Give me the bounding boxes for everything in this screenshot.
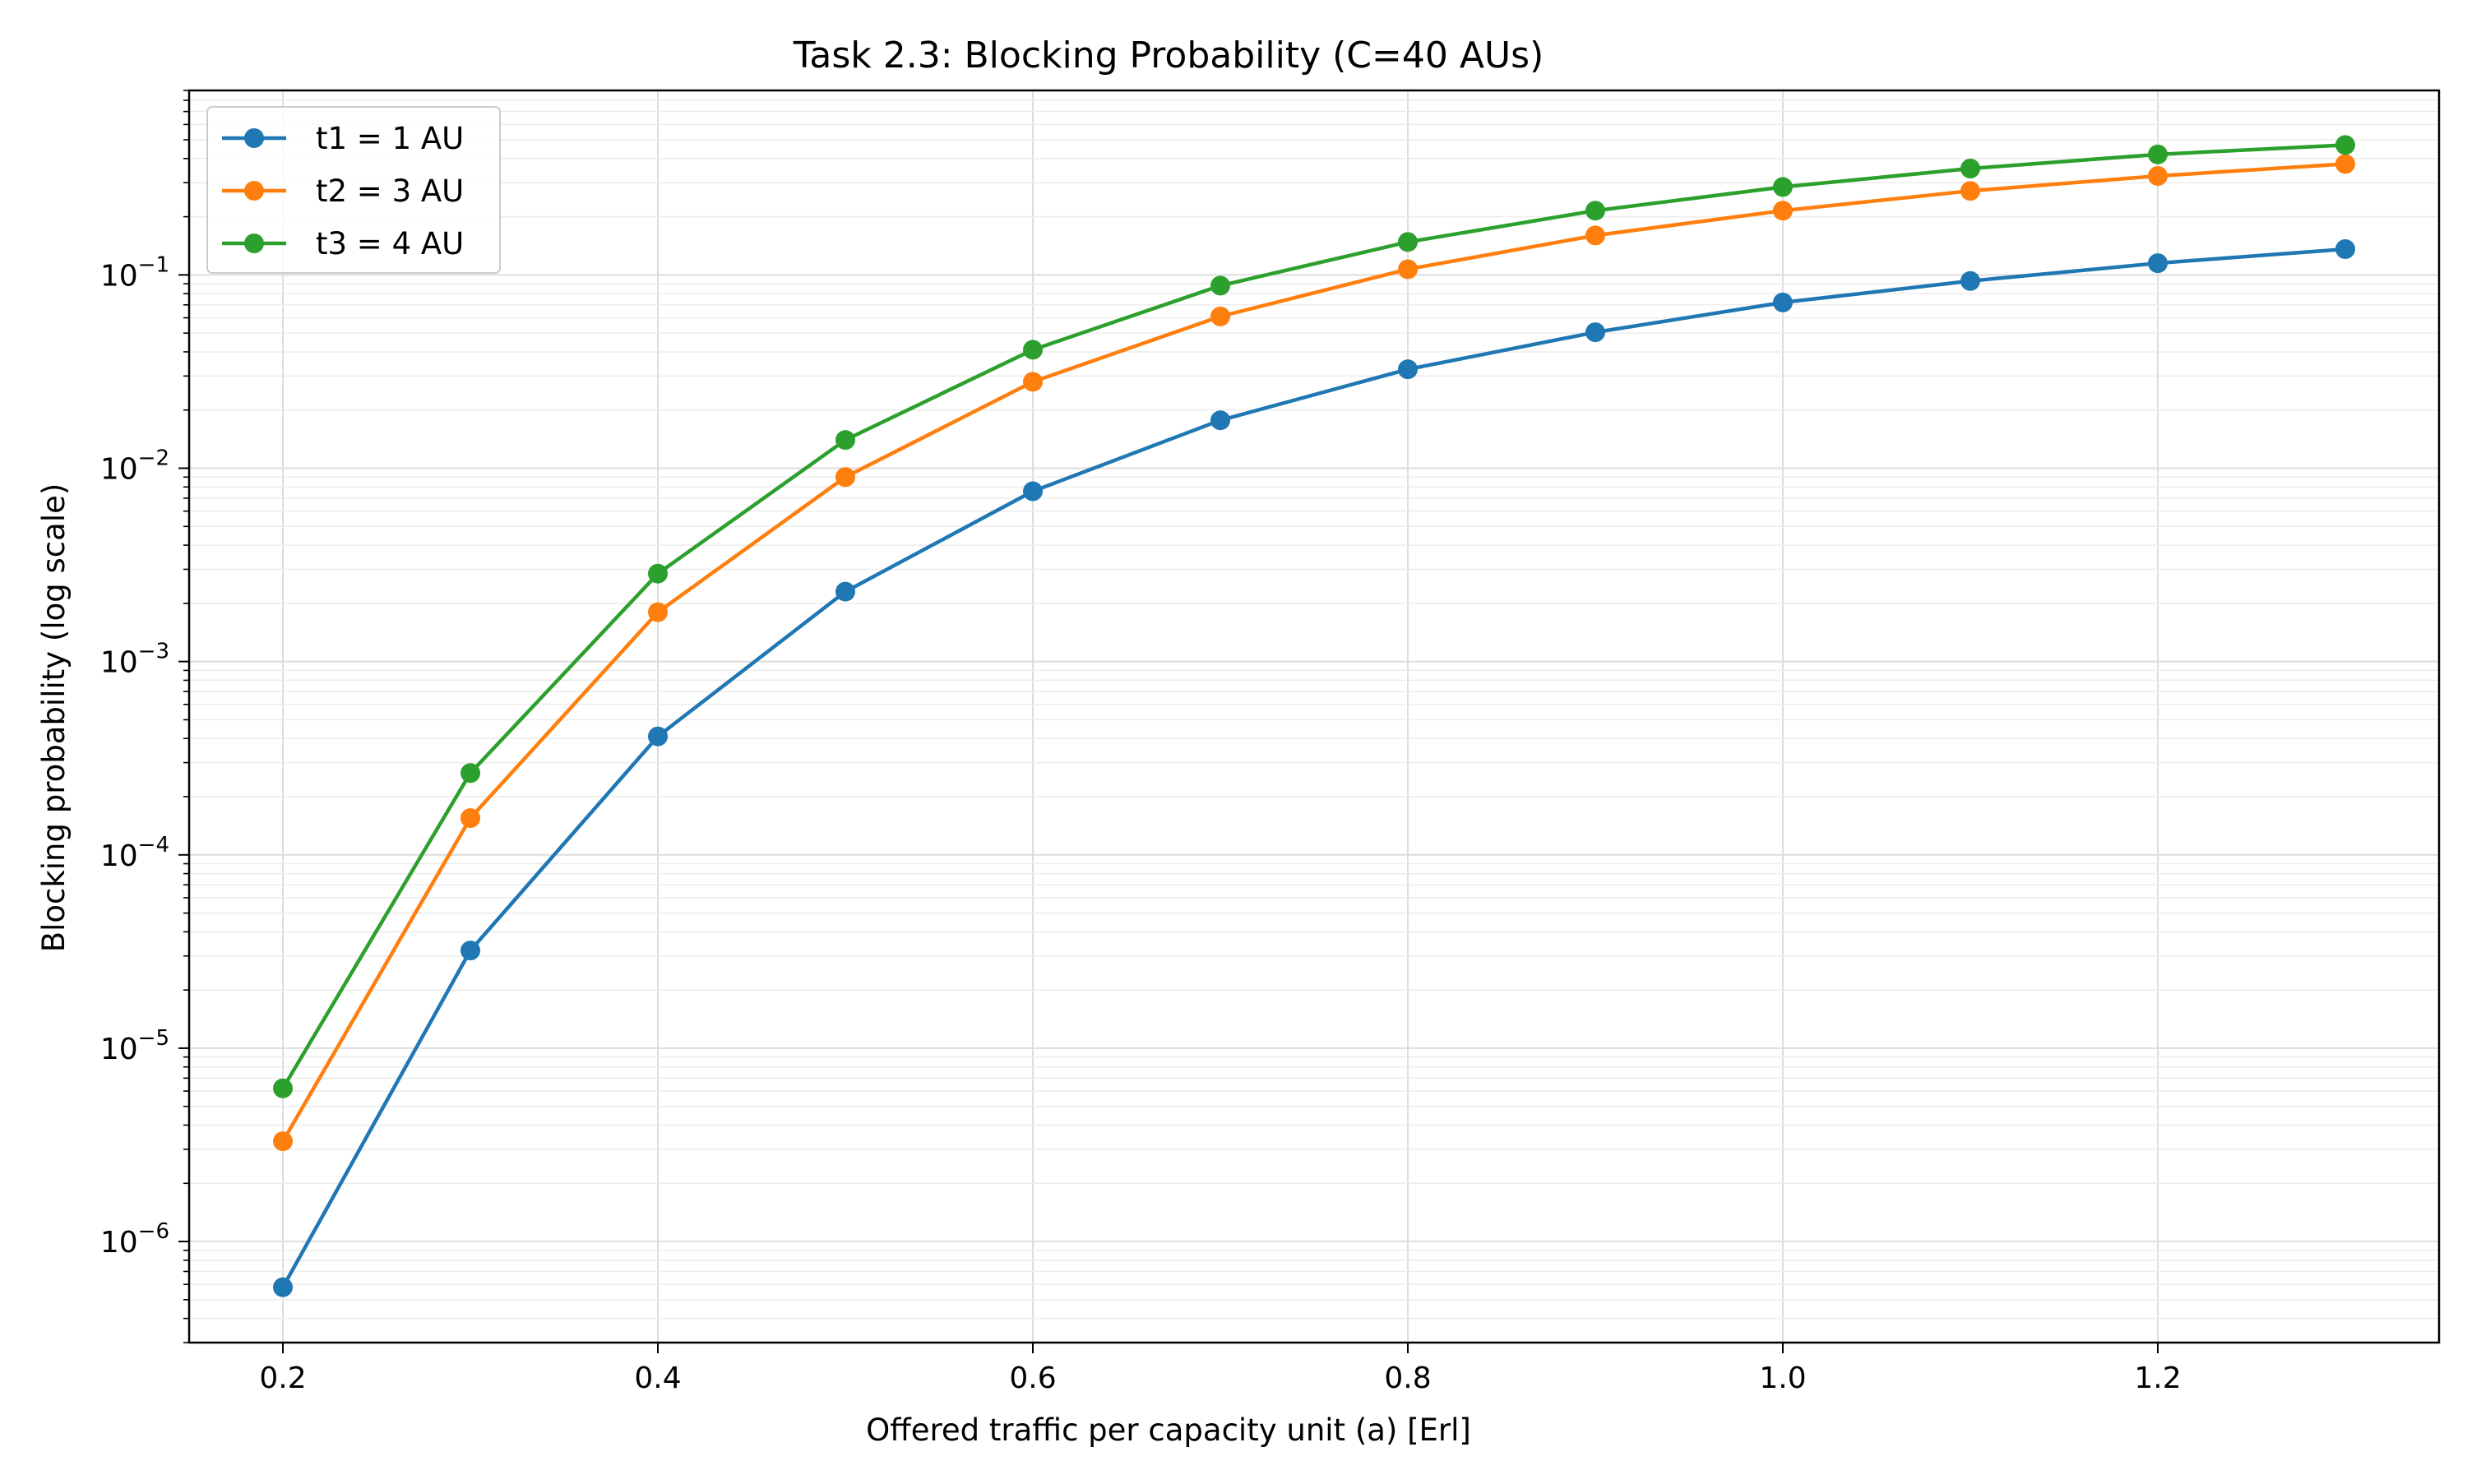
y-tick-base: 10: [100, 646, 138, 680]
y-tick-label: 10−5: [100, 1026, 169, 1066]
legend-swatch-marker: [244, 128, 264, 148]
series-3-point: [2148, 144, 2168, 164]
legend-label: t3 = 4 AU: [316, 226, 464, 261]
series-2-point: [648, 602, 668, 622]
series-1-point: [273, 1277, 293, 1297]
y-tick-base: 10: [100, 1033, 138, 1066]
plot-frame: [187, 89, 2441, 1344]
y-tick-exponent: −3: [138, 640, 169, 664]
series-2-point: [2148, 166, 2168, 187]
series-3-point: [648, 563, 668, 584]
grid: [189, 90, 2439, 1343]
series-2-point: [2335, 154, 2355, 174]
series-2-point: [273, 1131, 293, 1152]
legend-label: t2 = 3 AU: [316, 173, 464, 209]
legend-label: t1 = 1 AU: [316, 121, 464, 156]
series-1-point: [835, 581, 855, 602]
series-2: [273, 154, 2355, 1152]
y-tick-label: 10−3: [100, 640, 169, 680]
series-1-point: [1585, 322, 1605, 343]
series-2-line: [281, 162, 2346, 1143]
legend-swatch-marker: [244, 181, 264, 201]
series-1-point: [1210, 410, 1230, 431]
series-1-point: [461, 941, 480, 961]
y-tick-base: 10: [100, 1226, 138, 1260]
y-tick-exponent: −1: [138, 252, 169, 277]
legend-box: [206, 106, 501, 274]
series-3-point: [1960, 158, 1980, 178]
series-2-point: [1773, 201, 1793, 221]
series-1-point: [648, 726, 668, 747]
series-3-point: [1023, 340, 1043, 360]
series-3-point: [461, 763, 480, 784]
series-3-point: [2335, 135, 2355, 155]
series-2-point: [835, 467, 855, 488]
legend: t1 = 1 AU t2 = 3 AU t3 = 4 AU: [206, 106, 501, 274]
series-3-line: [281, 143, 2346, 1089]
plot-series: [273, 135, 2355, 1297]
series-2-point: [1023, 372, 1043, 392]
axis-ticks: 0.2 0.4 0.6 0.8 1.0 1.210−610−510−410−310−210…: [100, 90, 2182, 1395]
series-2-point: [1960, 181, 1980, 201]
x-tick-label: 0.4: [634, 1361, 681, 1395]
series-1-point: [1023, 481, 1043, 502]
x-tick-label: 0.8: [1384, 1361, 1431, 1395]
series-3: [273, 135, 2355, 1098]
series-2-point: [1585, 225, 1605, 246]
series-3-point: [835, 430, 855, 451]
series-3-point: [1585, 201, 1605, 221]
series-2-point: [461, 808, 480, 829]
series-3-point: [1210, 275, 1230, 296]
series-1-point: [1960, 270, 1980, 291]
series-2-point: [1210, 306, 1230, 326]
y-tick-label: 10−2: [100, 446, 169, 487]
series-1-point: [2148, 253, 2168, 274]
series-1-line: [281, 247, 2346, 1288]
y-tick-exponent: −4: [138, 833, 169, 858]
series-1-point: [2335, 238, 2355, 259]
y-tick-label: 10−4: [100, 833, 169, 873]
series-3-point: [273, 1078, 293, 1098]
series-2-point: [1398, 259, 1418, 280]
x-axis-label: Offered traffic per capacity unit (a) [E…: [866, 1412, 1471, 1448]
x-tick-label: 0.2: [259, 1361, 306, 1395]
y-tick-exponent: −2: [138, 446, 169, 471]
x-tick-label: 1.0: [1759, 1361, 1806, 1395]
y-axis-label: Blocking probability (log scale): [36, 483, 72, 953]
x-tick-label: 0.6: [1009, 1361, 1056, 1395]
series-3-point: [1398, 232, 1418, 252]
y-tick-base: 10: [100, 259, 138, 293]
series-3-point: [1773, 177, 1793, 197]
chart-title: Task 2.3: Blocking Probability (C=40 AUs…: [793, 35, 1544, 76]
y-tick-exponent: −6: [138, 1219, 169, 1244]
series-1: [273, 238, 2355, 1297]
legend-swatch-marker: [244, 233, 264, 253]
series-1-point: [1773, 292, 1793, 312]
y-tick-label: 10−6: [100, 1219, 169, 1260]
series-1-point: [1398, 359, 1418, 380]
y-tick-label: 10−1: [100, 252, 169, 293]
x-tick-label: 1.2: [2134, 1361, 2181, 1395]
y-tick-exponent: −5: [138, 1026, 169, 1051]
y-tick-base: 10: [100, 839, 138, 873]
y-tick-base: 10: [100, 453, 138, 487]
